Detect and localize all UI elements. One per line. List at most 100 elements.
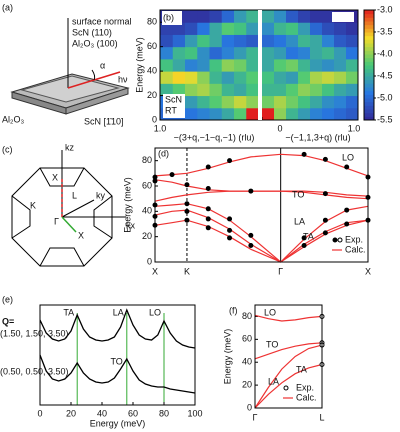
heat-cell (262, 46, 275, 60)
label: Q= (2, 316, 14, 326)
heat-cell (196, 71, 210, 84)
x-tick-label: 1.0 (154, 123, 167, 133)
path (61, 216, 77, 233)
heat-cell (184, 58, 198, 72)
legend-symbol (283, 385, 289, 391)
y-tick-label: 0 (147, 256, 152, 266)
heat-cell (334, 46, 347, 60)
label: (1.50, 1.50, 3.50) (0, 328, 69, 338)
x-tick-label: X (152, 266, 158, 276)
label: X (78, 230, 84, 240)
heat-cell (310, 34, 323, 48)
colorbar-step (364, 21, 374, 26)
exp-point (205, 206, 211, 212)
heat-cell (298, 71, 311, 84)
x-tick-label: 60 (128, 408, 138, 418)
heat-cell (245, 71, 259, 84)
x-tick-label: 0 (37, 408, 42, 418)
heat-cell (184, 95, 198, 109)
calc-line (254, 363, 323, 409)
x-tick-label: 0 (277, 123, 282, 133)
calc-line (254, 342, 323, 360)
heat-cell (298, 34, 311, 48)
heat-cell (245, 22, 259, 35)
x-tick-label: 20 (66, 408, 76, 418)
colorbar-frame (363, 9, 375, 121)
calc-line (254, 314, 323, 322)
heat-cell (286, 107, 299, 121)
heat-cell (346, 22, 359, 35)
colorbar-step (364, 65, 374, 70)
exp-point (227, 235, 233, 241)
heat-cell (209, 46, 222, 60)
y-tick-label: 60 (142, 180, 152, 190)
label: L (72, 190, 77, 200)
y-tick-label: 80 (147, 17, 157, 27)
heat-cell (334, 95, 347, 109)
colorbar-step (364, 101, 374, 106)
label: ScN (110) (72, 27, 112, 37)
heat-cell (233, 10, 247, 23)
heat-cell (274, 95, 287, 109)
panel-label: (f) (229, 305, 238, 315)
white-box (332, 12, 354, 22)
heat-cell (196, 95, 210, 109)
panel-label: (b) (163, 12, 174, 22)
colorbar-step (364, 105, 374, 110)
exp-point (169, 172, 175, 178)
divider (258, 10, 262, 120)
heat-cell (262, 95, 275, 109)
exp-point (301, 235, 307, 241)
heat-cell (184, 71, 198, 84)
calc-line (254, 344, 323, 409)
colorbar-step (364, 83, 374, 88)
exp-point (301, 243, 307, 249)
heat-cell (274, 46, 287, 60)
x-tick-label: 40 (97, 408, 107, 418)
colorbar-step (364, 17, 374, 22)
heat-cell (233, 95, 247, 109)
heat-cell (322, 22, 335, 35)
heat-cell (233, 34, 247, 48)
peak-label: TO (110, 356, 122, 366)
heat-cell (160, 83, 173, 97)
heat-cell (209, 95, 222, 109)
colorbar-step (364, 90, 374, 95)
exp-point (322, 191, 328, 197)
heat-cell (322, 46, 335, 60)
heat-cell (274, 58, 287, 72)
legend-label: Exp. (296, 382, 314, 392)
heat-cell (209, 71, 222, 84)
heat-cell (196, 107, 210, 121)
y-tick-label: 80 (142, 155, 152, 165)
colorbar-label: -3.0 (377, 4, 393, 14)
heat-cell (262, 71, 275, 84)
heat-cell (298, 58, 311, 72)
heat-cell (274, 107, 287, 121)
branch-label: TA (296, 364, 307, 374)
heat-cell (286, 10, 299, 23)
colorbar-step (364, 46, 374, 51)
colorbar-step (364, 61, 374, 66)
heat-cell (221, 83, 234, 97)
heat-cell (209, 107, 222, 121)
heat-cell (274, 71, 287, 84)
heat-cell (286, 34, 299, 48)
colorbar-step (364, 76, 374, 81)
heat-cell (346, 46, 359, 60)
heat-cell (322, 58, 335, 72)
exp-point (248, 243, 254, 249)
y-tick-label: 40 (242, 357, 252, 367)
colorbar-step (364, 54, 374, 59)
heat-cell (209, 34, 222, 48)
y-label: Energy (meV) (222, 329, 232, 385)
heat-cell (245, 46, 259, 60)
y-tick-label: 80 (242, 311, 252, 321)
colorbar-step (364, 72, 374, 77)
heat-cell (274, 10, 287, 23)
x-label: −(−1,1,3+q) (rlu) (285, 132, 350, 142)
heat-cell (196, 46, 210, 60)
exp-point (322, 230, 328, 236)
branch-label: LA (268, 376, 279, 386)
